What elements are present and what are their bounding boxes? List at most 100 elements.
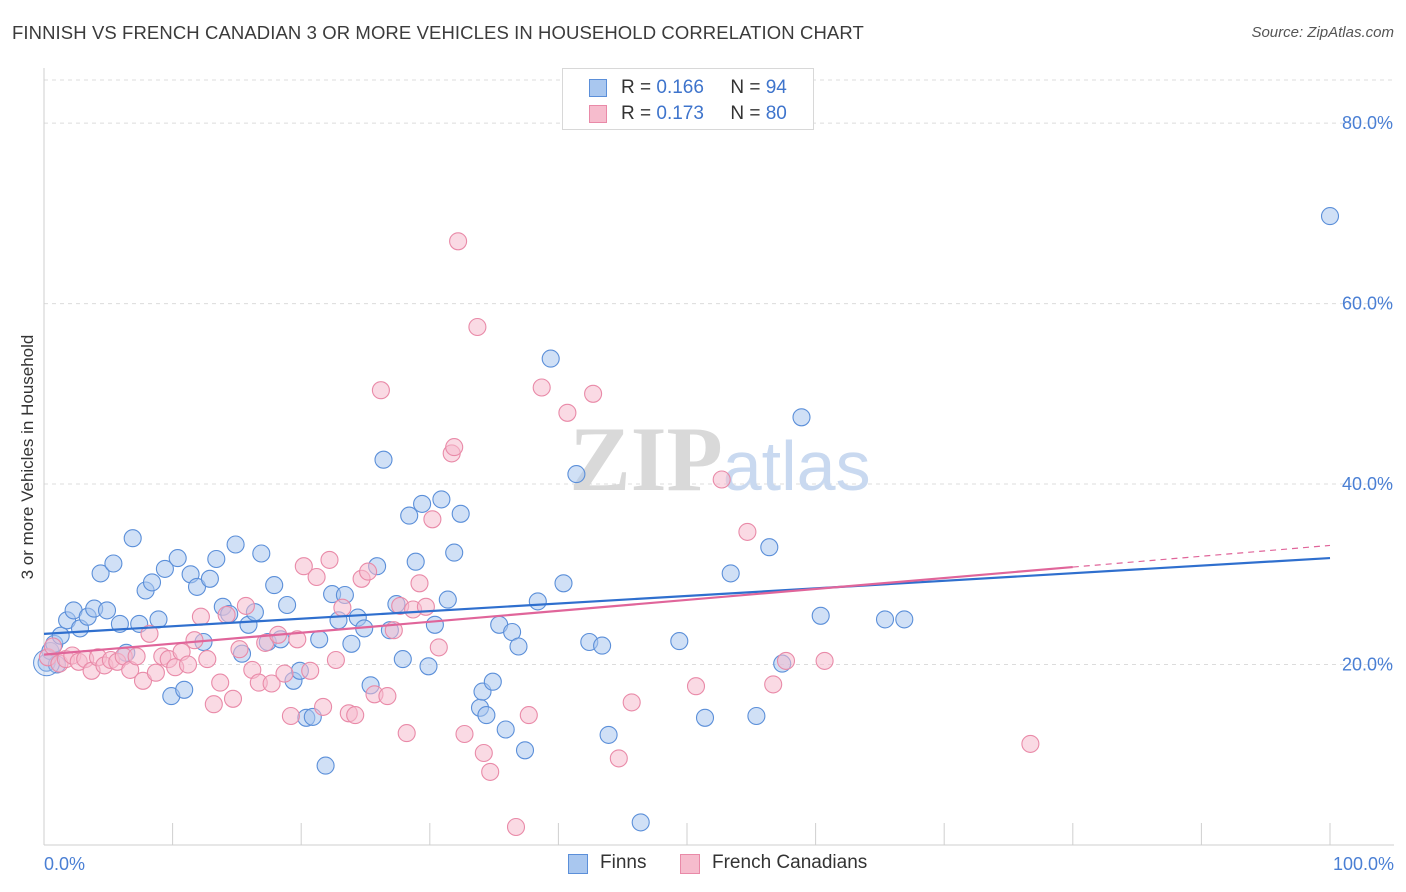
french-canadian-point <box>333 598 352 617</box>
french-canadian-point <box>307 567 326 587</box>
french-canadian-point <box>712 470 731 489</box>
french-canadian-point <box>455 724 474 744</box>
legend-french-r-label: R = <box>621 103 652 124</box>
finns-point <box>432 490 451 509</box>
trend-lines <box>43 544 1331 656</box>
french-canadian-point <box>211 673 230 692</box>
french-canadian-point <box>738 522 757 541</box>
legend-finns-r-value: 0.166 <box>656 77 704 98</box>
finns-point <box>97 601 117 620</box>
finns-point <box>631 813 650 832</box>
finns-points <box>33 207 1340 832</box>
finns-point <box>425 615 444 634</box>
finns-point <box>406 552 425 571</box>
finns-legend-label: Finns <box>600 852 647 873</box>
finns-point <box>226 535 245 554</box>
finns-point <box>374 450 393 469</box>
finns-point <box>445 543 464 562</box>
french-canadian-point <box>519 706 538 725</box>
legend-finns-r-label: R = <box>621 77 652 98</box>
french-canadian-point <box>346 706 365 725</box>
x-tick-label-min: 0.0% <box>44 854 85 874</box>
finns-point <box>316 756 335 775</box>
french-canadian-point <box>371 381 390 400</box>
source-label: Source: ZipAtlas.com <box>1251 24 1394 41</box>
french-legend-swatch <box>680 854 700 874</box>
finns-point <box>593 636 612 655</box>
finns-point <box>207 549 226 569</box>
finns-point <box>670 632 689 651</box>
chart-title: FINNISH VS FRENCH CANADIAN 3 OR MORE VEH… <box>12 22 864 43</box>
french-canadian-point <box>314 697 333 716</box>
finns-point <box>599 725 618 744</box>
y-tick-label: 60.0% <box>1342 294 1393 314</box>
french-canadian-point <box>320 550 339 569</box>
finns-point <box>175 680 194 699</box>
french-canadian-point <box>474 743 493 763</box>
french-canadian-point <box>127 647 146 666</box>
french-canadian-point <box>378 687 397 706</box>
finns-point <box>200 569 219 588</box>
finns-trend-line <box>43 556 1331 635</box>
legend-finns-n-label: N = <box>730 77 761 98</box>
finns-point <box>875 610 895 629</box>
legend-french-text: R = 0.173 N = 80 <box>621 103 787 125</box>
finns-point <box>554 574 573 593</box>
french-canadian-point <box>1021 734 1040 753</box>
french-canadian-point <box>178 655 198 674</box>
french-canadian-point <box>43 637 63 656</box>
french-canadian-point <box>764 675 783 694</box>
watermark-atlas: atlas <box>723 427 871 505</box>
french-canadian-point <box>275 664 294 683</box>
finns-point <box>496 720 515 739</box>
finns-point <box>278 595 297 615</box>
legend-finns-text: R = 0.166 N = 94 <box>621 77 787 99</box>
french-canadian-point <box>423 510 442 529</box>
french-canadian-point <box>262 674 281 693</box>
french-canadian-point <box>445 438 464 457</box>
finns-point <box>155 559 174 578</box>
finns-point <box>142 573 162 592</box>
legend-french-r-value: 0.173 <box>656 103 704 124</box>
finns-point <box>91 564 110 583</box>
finns-point <box>567 465 586 484</box>
finns-point <box>528 592 547 611</box>
x-tick-label-max: 100.0% <box>1333 854 1394 874</box>
gridlines <box>44 79 1394 666</box>
finns-point <box>168 549 187 568</box>
french-canadian-point <box>468 317 487 337</box>
finns-point <box>310 630 329 649</box>
finns-point <box>792 408 811 427</box>
french-canadian-point <box>815 651 834 670</box>
finns-point <box>477 706 496 725</box>
finns-point <box>515 741 535 760</box>
french-canadian-point <box>256 633 275 652</box>
french-canadian-point <box>481 762 500 781</box>
finns-point <box>695 708 715 727</box>
french-canadian-point <box>288 630 307 649</box>
french-canadian-point <box>140 624 159 643</box>
y-tick-label: 80.0% <box>1342 113 1393 133</box>
french-canadian-point <box>532 378 551 397</box>
finns-point <box>123 529 142 548</box>
french-swatch <box>589 105 607 123</box>
finns-point <box>252 544 271 563</box>
finns-point <box>760 538 779 557</box>
french-canadian-point <box>429 638 448 657</box>
french-canadian-point <box>204 695 223 714</box>
finns-point <box>187 577 207 596</box>
correlation-legend: R = 0.166 N = 94 R = 0.173 N = 80 <box>562 68 814 130</box>
y-tick-labels: 20.0% 40.0% 60.0% 80.0% <box>1342 113 1393 674</box>
french-canadian-point <box>294 557 313 576</box>
finns-point <box>895 610 914 629</box>
finns-point <box>413 494 432 513</box>
finns-point <box>393 650 412 669</box>
legend-french-n-label: N = <box>730 103 761 124</box>
finns-point <box>747 706 766 726</box>
legend-french-n-value: 80 <box>765 103 787 124</box>
finns-point <box>721 564 740 583</box>
finns-legend-swatch <box>568 854 588 874</box>
french-canadian-point <box>506 817 526 837</box>
french-canadian-point <box>326 650 345 670</box>
watermark-zip: ZIP <box>569 408 722 510</box>
